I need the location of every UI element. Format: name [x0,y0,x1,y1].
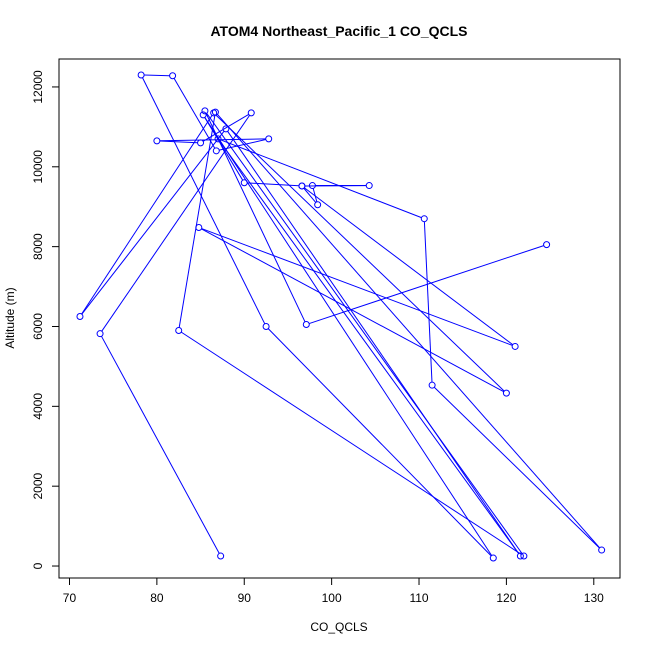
series-segment [217,114,601,549]
series-segment [215,114,505,392]
plot-frame [58,58,621,579]
x-tick-label: 70 [63,591,77,605]
series-segment [201,228,513,346]
series-segment [312,188,318,202]
x-tick-label: 90 [238,591,252,605]
data-point [543,241,551,249]
y-tick-label: 8000 [31,233,45,260]
data-point [298,182,306,190]
data-point [199,111,207,119]
series-segment [308,245,544,325]
x-tick-label: 80 [150,591,164,605]
data-point [489,554,497,562]
x-tick-label: 130 [584,591,604,605]
data-point [598,546,606,554]
series-segment [267,328,492,557]
data-point [502,389,510,397]
data-point [516,552,524,560]
series-segment [220,139,422,219]
data-point [201,107,209,115]
data-point [197,139,205,147]
series-segment [159,140,198,144]
y-tick-label: 2000 [31,473,45,500]
series-segment [304,187,514,346]
series-segment [247,182,299,187]
x-tick-label: 110 [409,591,428,605]
data-point [262,322,270,330]
series-segment [433,386,600,549]
series-segment [180,331,522,555]
series-segment [144,74,170,77]
data-point [308,182,316,190]
data-point [169,72,177,80]
series-points [76,71,606,562]
x-tick-label: 100 [322,591,342,605]
x-axis-label: CO_QCLS [310,620,367,634]
series-segment [142,77,266,325]
x-axis: 70 80 90 100 110 120 130 [63,578,604,605]
y-axis-label: Altitude (m) [3,287,17,348]
series-segment [204,117,244,181]
series-segment [204,117,493,556]
y-tick-label: 0 [31,562,45,569]
series-segment [423,221,433,383]
data-point [240,179,248,187]
data-point [520,552,528,560]
data-point [212,147,220,155]
data-point [217,552,225,560]
data-point [302,320,310,328]
data-point [211,108,219,116]
x-tick-label: 120 [496,591,516,605]
data-point [153,137,161,145]
data-point [365,182,373,190]
y-tick-label: 12000 [31,70,45,104]
series-segment [101,115,250,332]
data-point [76,313,84,321]
series-segment [81,130,225,315]
series-segment [205,113,306,322]
chart-title: ATOM4 Northeast_Pacific_1 CO_QCLS [210,23,467,39]
series-segment [201,228,504,393]
data-point [428,381,436,389]
y-tick-label: 10000 [31,150,45,184]
data-point [247,109,255,117]
data-point [511,342,519,350]
data-point [96,330,104,338]
series-segment [81,115,213,315]
y-tick-label: 4000 [31,393,45,420]
data-point [222,125,230,133]
series-segment [101,336,220,554]
series-segment [202,113,249,142]
data-point [137,71,145,79]
data-point [175,326,183,334]
data-point [214,135,222,143]
series-segment [173,78,216,149]
data-point [420,215,428,223]
series-segment [303,187,317,203]
data-point [195,223,203,231]
series-segment [178,114,216,328]
series-lines [81,74,601,557]
y-axis: 0 2000 4000 6000 8000 10000 12000 [31,70,59,569]
series-segment [227,131,520,554]
data-point [265,135,273,143]
series-segment [219,139,266,151]
series-segment [206,113,523,554]
y-tick-label: 6000 [31,313,45,340]
series-segment [159,138,266,142]
data-point [314,201,322,209]
series-segment [219,140,520,554]
